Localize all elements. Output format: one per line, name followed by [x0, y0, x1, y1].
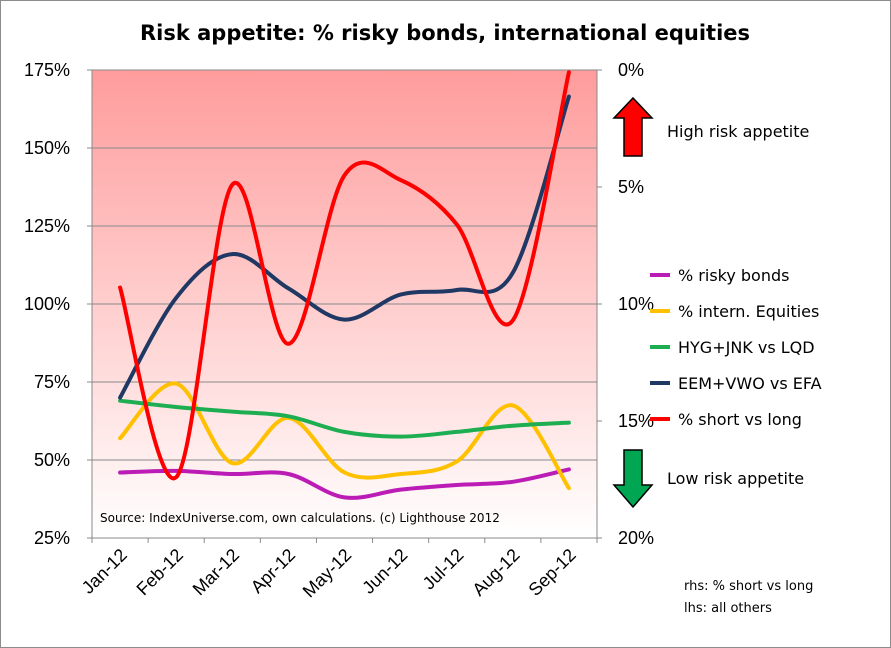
lhs-note: lhs: all others [684, 601, 772, 616]
x-tick-label: Jan-12 [78, 545, 131, 598]
down-arrow-icon [612, 449, 654, 509]
x-axis-ticks: Jan-12 Feb-12 Mar-12 Apr-12 May-12 Jun-12 Jul-… [78, 545, 580, 602]
x-tick-label: Jun-12 [358, 545, 411, 598]
legend-label: % short vs long [678, 410, 802, 429]
series-lines [118, 70, 571, 500]
left-tick-label: 25% [34, 528, 70, 548]
legend-label: % risky bonds [678, 266, 789, 285]
right-tick-label: 5% [618, 177, 644, 197]
left-tick-label: 150% [24, 138, 70, 158]
series-line-3 [118, 94, 571, 400]
right-tick-label: 0% [618, 60, 644, 80]
legend-label: HYG+JNK vs LQD [678, 338, 815, 357]
x-tick-label: Feb-12 [133, 545, 187, 599]
x-tick-label: Sep-12 [525, 545, 580, 600]
source-note: Source: IndexUniverse.com, own calculati… [100, 511, 500, 525]
series-line-4 [118, 70, 571, 481]
x-tick-label: Mar-12 [189, 545, 243, 599]
up-arrow-icon [612, 96, 654, 157]
legend-label: EEM+VWO vs EFA [678, 374, 822, 393]
rhs-note: rhs: % short vs long [684, 579, 813, 594]
series-line-1 [118, 381, 571, 491]
right-tick-label: 15% [618, 411, 654, 431]
left-tick-label: 175% [24, 60, 70, 80]
axes [87, 69, 602, 543]
x-tick-label: Aug-12 [468, 545, 523, 600]
legend-label: % intern. Equities [678, 302, 819, 321]
x-tick-label: May-12 [299, 545, 356, 602]
x-tick-label: Jul-12 [419, 545, 468, 594]
high-risk-label: High risk appetite [667, 122, 809, 141]
right-axis-ticks: 0% 5% 10% 15% 20% [618, 60, 654, 548]
chart-title: Risk appetite: % risky bonds, internatio… [140, 21, 750, 45]
right-tick-label: 20% [618, 528, 654, 548]
series-line-0 [118, 467, 571, 500]
legend: % risky bonds % intern. Equities HYG+JNK v… [650, 266, 822, 429]
left-axis-ticks: 25% 50% 75% 100% 125% 150% 175% [24, 60, 70, 548]
left-tick-label: 125% [24, 216, 70, 236]
right-tick-label: 10% [618, 294, 654, 314]
gridlines [92, 69, 597, 539]
left-tick-label: 50% [34, 450, 70, 470]
left-tick-label: 100% [24, 294, 70, 314]
low-risk-label: Low risk appetite [667, 469, 804, 488]
left-tick-label: 75% [34, 372, 70, 392]
x-tick-label: Apr-12 [247, 545, 299, 597]
